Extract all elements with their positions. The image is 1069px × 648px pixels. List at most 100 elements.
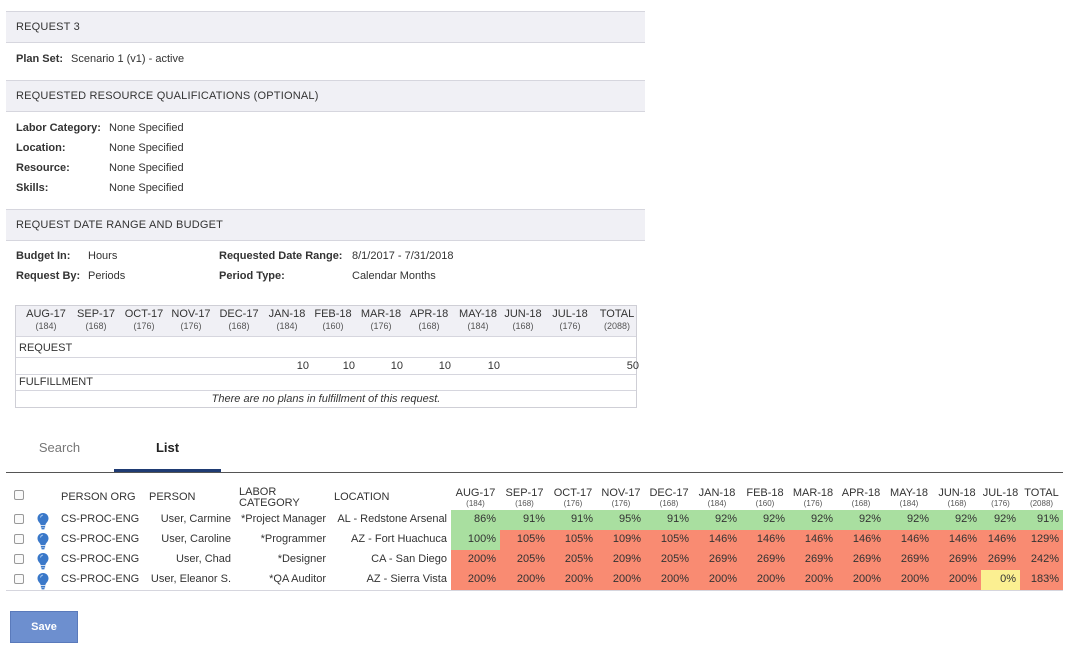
grid-month-label: SEP-17	[505, 487, 544, 499]
utilization-cell: 91%	[500, 510, 549, 530]
budget-month-header: JUN-18 (168)	[497, 306, 549, 332]
row-checkbox[interactable]	[14, 574, 24, 584]
utilization-cell: 92%	[933, 510, 981, 530]
budget-month-label: MAY-18	[459, 308, 497, 320]
save-button[interactable]: Save	[10, 611, 78, 643]
date-budget-section-header: REQUEST DATE RANGE AND BUDGET	[6, 209, 645, 241]
tab-list[interactable]: List	[114, 432, 221, 472]
utilization-cell: 146%	[885, 530, 933, 550]
utilization-cell: 200%	[451, 550, 500, 570]
plan-set-value: Scenario 1 (v1) - active	[71, 53, 185, 65]
budget-month-header: MAR-18 (176)	[355, 306, 407, 332]
utilization-cell: 205%	[500, 550, 549, 570]
row-checkbox[interactable]	[14, 514, 24, 524]
grid-month-hours: (176)	[611, 499, 631, 508]
utilization-cell: 0%	[981, 570, 1020, 590]
utilization-cell: 269%	[837, 550, 885, 570]
utilization-cell: 200%	[741, 570, 789, 590]
header-person-org: PERSON ORG	[61, 491, 136, 503]
utilization-cell: 269%	[933, 550, 981, 570]
grid-month-hours: (184)	[707, 499, 727, 508]
utilization-cell: 146%	[933, 530, 981, 550]
utilization-cell: 146%	[837, 530, 885, 550]
grid-month-hours: (184)	[466, 499, 485, 508]
utilization-cell: 105%	[500, 530, 549, 550]
header-labor-category-line1: LABOR	[239, 486, 277, 498]
utilization-cell: 269%	[789, 550, 837, 570]
utilization-cell: 200%	[451, 570, 500, 590]
budget-in-value: Hours	[88, 250, 118, 262]
header-labor-category: LABOR CATEGORY	[239, 487, 300, 509]
location-value: None Specified	[109, 142, 184, 154]
grid-month-label: JAN-18	[698, 487, 736, 499]
labor-category-label: Labor Category:	[16, 122, 101, 134]
utilization-cell: 86%	[451, 510, 500, 530]
grid-month-hours: (2088)	[1029, 499, 1054, 508]
request-value-cell: 10	[342, 360, 355, 372]
utilization-cell: 200%	[789, 570, 837, 590]
utilization-cell: 95%	[597, 510, 645, 530]
row-person: User, Eleanor S.	[150, 573, 231, 585]
budget-month-label: AUG-17	[26, 308, 66, 320]
budget-month-hours: (184)	[35, 321, 57, 331]
budget-month-header: SEP-17 (168)	[70, 306, 122, 332]
budget-month-header: APR-18 (168)	[403, 306, 455, 332]
budget-month-label: SEP-17	[77, 308, 115, 320]
lightbulb-icon[interactable]	[36, 512, 52, 530]
row-person-org: CS-PROC-ENG	[61, 533, 140, 545]
budget-month-hours: (176)	[180, 321, 202, 331]
budget-month-hours: (176)	[133, 321, 155, 331]
lightbulb-icon[interactable]	[36, 572, 52, 590]
utilization-cell: 91%	[1020, 510, 1063, 530]
grid-month-hours: (160)	[755, 499, 775, 508]
budget-month-header: MAY-18 (184)	[452, 306, 504, 332]
request-value-cell: 50	[626, 360, 639, 372]
skills-label: Skills:	[16, 182, 49, 194]
row-location: AL - Redstone Arsenal	[337, 513, 447, 525]
request-title: REQUEST 3	[16, 21, 80, 33]
header-location: LOCATION	[334, 491, 390, 503]
budget-month-hours: (168)	[512, 321, 534, 331]
grid-month-hours: (168)	[515, 499, 534, 508]
lightbulb-icon[interactable]	[36, 552, 52, 570]
table-row: CS-PROC-ENG User, Carmine *Project Manager…	[6, 510, 1063, 530]
budget-month-hours: (168)	[418, 321, 440, 331]
budget-month-header: FEB-18 (160)	[307, 306, 359, 332]
utilization-cell: 200%	[597, 570, 645, 590]
row-checkbox[interactable]	[14, 534, 24, 544]
row-checkbox[interactable]	[14, 554, 24, 564]
utilization-cell: 183%	[1020, 570, 1063, 590]
utilization-cell: 146%	[981, 530, 1020, 550]
utilization-cell: 200%	[885, 570, 933, 590]
period-type-label: Period Type:	[219, 270, 285, 282]
utilization-cell: 200%	[500, 570, 549, 590]
row-person: User, Caroline	[161, 533, 231, 545]
divider	[16, 390, 636, 391]
utilization-cell: 92%	[789, 510, 837, 530]
utilization-cell: 92%	[741, 510, 789, 530]
budget-month-label: NOV-17	[171, 308, 211, 320]
grid-month-header: JUN-18 (168)	[933, 487, 981, 509]
utilization-cell: 200%	[549, 570, 597, 590]
request-row-label: REQUEST	[19, 342, 73, 354]
grid-month-header: MAR-18 (176)	[789, 487, 837, 509]
table-row: CS-PROC-ENG User, Chad *Designer CA - San D…	[6, 550, 1063, 570]
utilization-cell: 269%	[885, 550, 933, 570]
budget-month-hours: (176)	[370, 321, 392, 331]
grid-month-header: JUL-18 (176)	[981, 487, 1020, 509]
budget-month-header: TOTAL (2088)	[591, 306, 643, 332]
utilization-cell: 146%	[741, 530, 789, 550]
plan-set-label: Plan Set:	[16, 53, 64, 65]
period-type-value: Calendar Months	[352, 270, 436, 282]
labor-category-value: None Specified	[109, 122, 184, 134]
budget-month-label: OCT-17	[124, 308, 164, 320]
utilization-cell: 205%	[549, 550, 597, 570]
utilization-cell: 200%	[693, 570, 741, 590]
budget-month-hours: (168)	[85, 321, 107, 331]
grid-month-label: FEB-18	[746, 487, 784, 499]
tab-search[interactable]: Search	[6, 432, 113, 472]
date-range-label: Requested Date Range:	[219, 250, 343, 262]
lightbulb-icon[interactable]	[36, 532, 52, 550]
select-all-checkbox[interactable]	[14, 490, 24, 500]
utilization-cell: 200%	[837, 570, 885, 590]
